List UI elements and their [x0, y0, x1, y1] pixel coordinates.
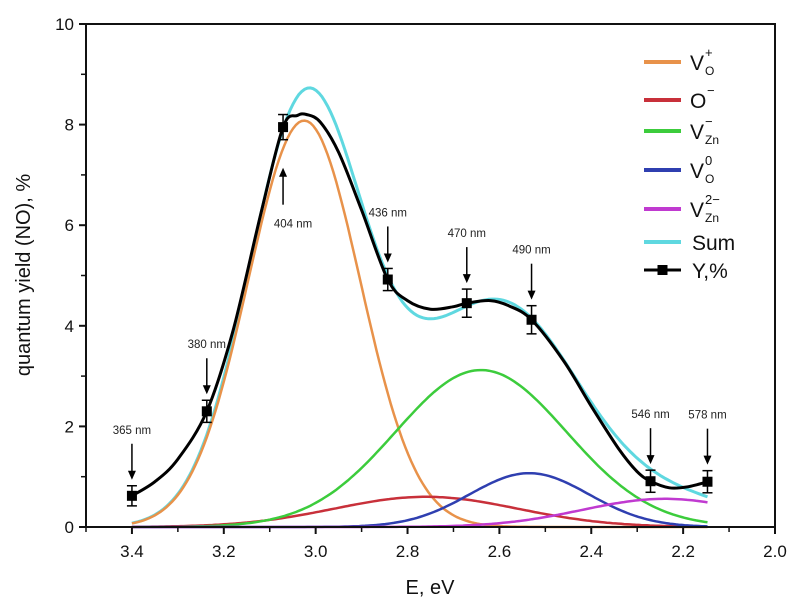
x-tick-label: 2.8	[396, 542, 420, 561]
point-annotation: 436 nm	[369, 207, 407, 219]
data-point	[461, 298, 472, 309]
x-tick-label: 3.4	[120, 542, 144, 561]
y-axis-title: quantum yield (NO), %	[13, 174, 35, 377]
axes-layer: 3.4 3.2 3.0 2.8 2.6 2.4 2.2 2.0 0 2 4 6 8 10	[55, 15, 787, 561]
measured-curve	[131, 112, 708, 498]
annotation-arrowhead	[279, 167, 288, 177]
y-tick-label: 10	[55, 15, 74, 34]
legend-label-sub: O	[705, 64, 714, 78]
annotation-arrowhead	[127, 470, 136, 480]
legend-label-measured: Y,%	[692, 260, 728, 283]
annotation-arrowhead	[202, 385, 211, 395]
component-curve-3	[131, 471, 708, 529]
legend-label-base: O	[690, 90, 706, 113]
data-point	[702, 476, 713, 487]
legend-label-sub: O	[705, 172, 714, 186]
annotation-arrowhead	[646, 455, 655, 465]
annotation-arrowhead	[527, 290, 536, 300]
component-curve-2	[131, 368, 708, 529]
x-tick-label: 2.2	[671, 542, 695, 561]
x-tick-label: 3.0	[304, 542, 328, 561]
y-tick-label: 4	[65, 317, 74, 336]
data-point	[201, 406, 212, 417]
component-curve-0	[131, 119, 708, 529]
legend-label-base: V	[690, 121, 704, 144]
legend-label-sum: Sum	[692, 232, 735, 255]
legend-label-sub: Zn	[705, 133, 719, 147]
data-point	[645, 476, 656, 487]
legend-label-sup: 2−	[705, 192, 720, 207]
legend-label-base: V	[690, 52, 704, 75]
point-annotation: 490 nm	[512, 245, 550, 257]
point-annotation: 578 nm	[688, 410, 726, 422]
x-axis-title: E, eV	[406, 577, 456, 599]
data-point	[126, 490, 137, 501]
data-point	[526, 314, 537, 325]
point-annotation: 365 nm	[113, 425, 151, 437]
legend-marker-measured	[657, 265, 668, 275]
y-tick-label: 2	[65, 417, 74, 436]
legend-label-sup: 0	[705, 153, 712, 168]
x-tick-label: 3.2	[212, 542, 236, 561]
annotations-layer: 365 nm 380 nm 404 nm 436 nm 470 nm 490 nm 546 …	[113, 167, 727, 480]
y-tick-label: 6	[65, 216, 74, 235]
annotation-arrowhead	[703, 455, 712, 465]
y-tick-label: 8	[65, 116, 74, 135]
y-tick-label: 0	[65, 518, 74, 537]
legend-label-sup: −	[707, 83, 715, 98]
x-tick-label: 2.6	[488, 542, 512, 561]
point-annotation: 380 nm	[188, 339, 226, 351]
x-tick-label: 2.0	[763, 542, 787, 561]
point-annotation: 404 nm	[274, 219, 312, 231]
legend-label-sub: Zn	[705, 211, 719, 225]
annotation-arrowhead	[462, 274, 471, 284]
legend-label-base: V	[690, 199, 704, 222]
data-point	[278, 122, 289, 133]
data-point	[382, 274, 393, 285]
x-tick-label: 2.4	[579, 542, 603, 561]
point-annotation: 470 nm	[448, 228, 486, 240]
legend-label-sup: +	[705, 45, 713, 60]
measured-layer	[126, 112, 713, 507]
legend-label-sup: −	[705, 114, 713, 129]
point-annotation: 546 nm	[631, 409, 669, 421]
annotation-arrowhead	[383, 253, 392, 263]
legend-label-base: V	[690, 160, 704, 183]
